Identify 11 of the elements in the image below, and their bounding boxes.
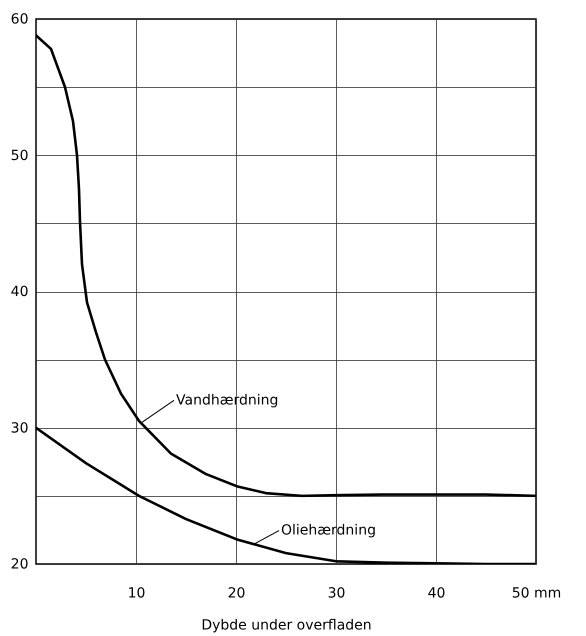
- y-tick-label: 40: [10, 284, 28, 300]
- x-tick-label: 40: [428, 586, 446, 602]
- y-tick-label: 60: [10, 12, 28, 28]
- x-tick-label: 10: [128, 586, 146, 602]
- x-tick-label: 50 mm: [512, 586, 562, 602]
- x-tick-label: 20: [228, 586, 246, 602]
- y-tick-label: 50: [10, 148, 28, 164]
- x-tick-label: 30: [328, 586, 346, 602]
- y-tick-label: 20: [10, 556, 28, 572]
- x-axis-title: Dybde under overfladen: [201, 618, 372, 634]
- y-tick-label: 30: [10, 420, 28, 436]
